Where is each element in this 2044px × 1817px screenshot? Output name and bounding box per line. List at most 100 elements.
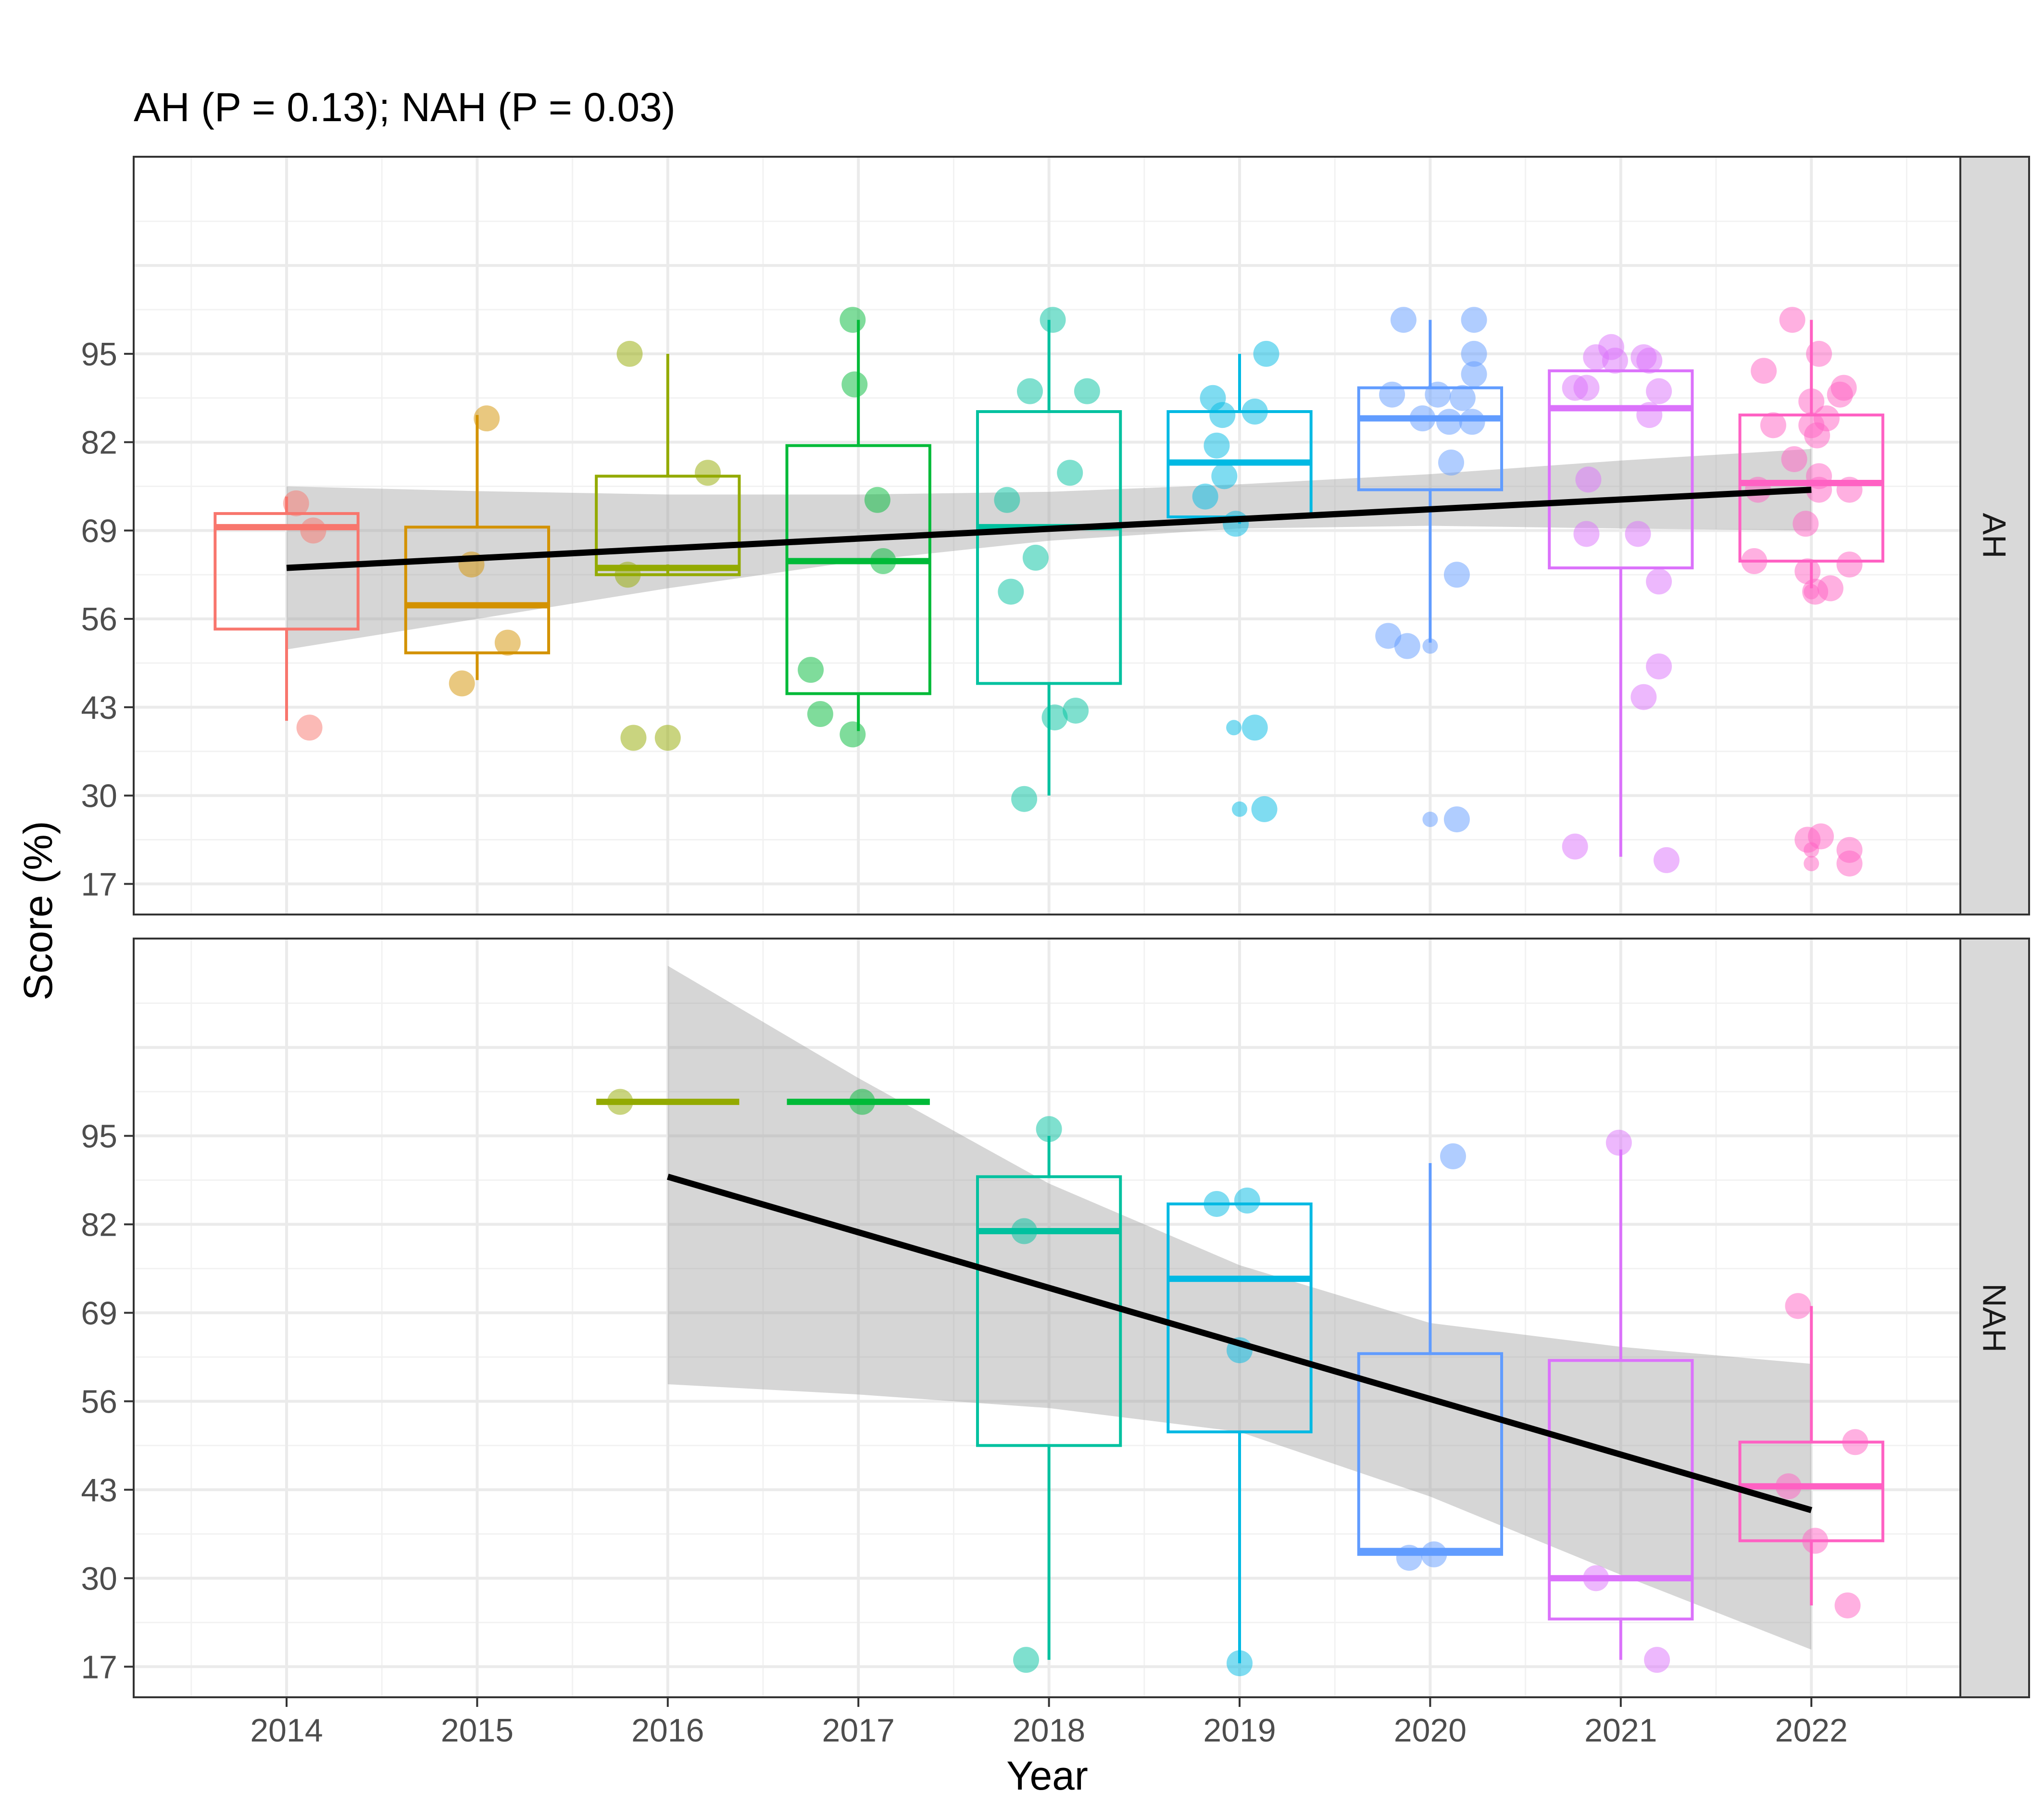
y-tick-label: 82 (81, 1206, 117, 1243)
box-iqr (785, 444, 931, 695)
data-point-ah-2016 (614, 562, 641, 588)
data-point-ah-2018 (1040, 307, 1066, 333)
y-tick-label: 82 (81, 425, 117, 461)
data-point-ah-2018 (1057, 460, 1083, 486)
facet-strip-label-nah: NAH (1976, 1283, 2013, 1353)
data-point-ah-2022 (1836, 551, 1863, 578)
data-point-nah-2022 (1775, 1473, 1802, 1500)
data-point-ah-2020 (1443, 806, 1470, 833)
y-tick-label: 69 (81, 1295, 117, 1331)
data-point-ah-2018 (1041, 704, 1068, 731)
data-point-ah-2019 (1209, 402, 1236, 428)
data-point-ah-2018 (1063, 697, 1089, 724)
data-point-ah-2020 (1436, 409, 1463, 435)
data-point-nah-2017 (849, 1089, 876, 1115)
data-point-ah-2017 (870, 548, 896, 575)
data-point-nah-2018 (1013, 1647, 1040, 1673)
boxplot-ah-2017 (785, 320, 931, 731)
y-tick-label: 43 (81, 689, 117, 726)
data-point-ah-2018 (1011, 786, 1038, 812)
data-point-ah-2022 (1804, 855, 1819, 871)
panel-background-nah (134, 939, 1960, 1697)
data-point-ah-2021 (1573, 521, 1600, 547)
data-point-ah-2022 (1751, 358, 1777, 384)
data-point-ah-2022 (1798, 388, 1825, 414)
data-point-ah-2022 (1804, 422, 1831, 449)
data-point-ah-2020 (1461, 361, 1487, 388)
y-tick-label: 17 (81, 866, 117, 902)
y-tick-label: 69 (81, 513, 117, 549)
panel-ah: 17 30 43 56 69 82 95 AH (81, 156, 2030, 915)
boxplot-ah-2014 (213, 496, 360, 721)
data-point-ah-2017 (798, 657, 824, 683)
data-point-ah-2018 (994, 487, 1020, 513)
data-point-ah-2020 (1390, 307, 1417, 333)
data-point-ah-2020 (1379, 381, 1405, 408)
data-point-nah-2018 (1011, 1218, 1038, 1244)
data-point-ah-2016 (620, 725, 647, 751)
facet-strip-label-ah: AH (1976, 513, 2013, 558)
data-point-ah-2020 (1438, 450, 1465, 476)
data-point-ah-2019 (1204, 432, 1230, 459)
data-point-ah-2022 (1741, 548, 1768, 575)
data-point-nah-2020 (1396, 1544, 1422, 1571)
data-point-nah-2020 (1440, 1143, 1466, 1169)
facet-strip-ah (1959, 156, 2030, 915)
boxplot-nah-2021 (1548, 1149, 1694, 1660)
data-point-ah-2020 (1422, 638, 1438, 654)
data-point-ah-2016 (695, 460, 721, 486)
data-point-ah-2022 (1760, 412, 1786, 439)
data-point-ah-2014 (300, 517, 326, 544)
x-tick-label: 2017 (822, 1712, 895, 1749)
data-point-nah-2021 (1583, 1565, 1609, 1591)
data-point-ah-2021 (1575, 466, 1602, 493)
data-point-ah-2021 (1625, 521, 1651, 547)
data-point-ah-2014 (283, 490, 309, 516)
data-point-ah-2022 (1779, 307, 1806, 333)
data-point-ah-2019 (1253, 340, 1279, 367)
data-point-nah-2019 (1204, 1190, 1230, 1217)
data-point-nah-2018 (1036, 1116, 1062, 1142)
data-point-nah-2019 (1234, 1187, 1260, 1214)
x-tick-label: 2014 (250, 1712, 323, 1749)
data-point-ah-2021 (1636, 348, 1663, 374)
data-point-ah-2020 (1461, 307, 1487, 333)
data-point-ah-2016 (616, 340, 643, 367)
confidence-band-nah (667, 965, 1812, 1650)
x-axis: 2014 2015 2016 2017 2018 2019 2020 2021 2022 (250, 1697, 1848, 1749)
data-point-ah-2019 (1211, 463, 1238, 489)
facet-strip-nah (1959, 938, 2030, 1698)
x-tick-label: 2022 (1775, 1712, 1848, 1749)
data-point-ah-2019 (1241, 399, 1268, 425)
data-point-ah-2020 (1375, 623, 1402, 649)
data-point-ah-2020 (1449, 385, 1476, 411)
data-point-ah-2020 (1394, 633, 1420, 659)
data-point-ah-2021 (1562, 833, 1588, 860)
data-point-ah-2021 (1573, 375, 1600, 401)
data-point-ah-2022 (1794, 558, 1821, 585)
box-iqr (213, 512, 360, 631)
data-point-ah-2022 (1817, 575, 1843, 601)
data-point-ah-2017 (840, 721, 866, 748)
y-tick-label: 95 (81, 336, 117, 373)
box-iqr (595, 475, 741, 576)
y-tick-label: 56 (81, 601, 117, 638)
x-tick-label: 2016 (631, 1712, 704, 1749)
data-point-ah-2022 (1836, 476, 1863, 503)
data-point-ah-2018 (998, 578, 1024, 605)
data-point-ah-2017 (864, 487, 890, 513)
data-point-nah-2016 (607, 1089, 633, 1115)
data-point-ah-2022 (1793, 511, 1819, 537)
panel-background-ah (134, 157, 1960, 915)
y-tick-label: 56 (81, 1383, 117, 1420)
data-point-nah-2021 (1605, 1129, 1632, 1156)
data-point-ah-2021 (1602, 348, 1628, 374)
data-point-ah-2022 (1827, 381, 1853, 408)
trend-line-nah (666, 1174, 1813, 1514)
data-point-ah-2018 (1022, 544, 1049, 571)
x-tick-label: 2019 (1203, 1712, 1276, 1749)
data-point-ah-2021 (1646, 568, 1672, 595)
data-point-ah-2017 (841, 371, 868, 398)
y-tick-label: 43 (81, 1472, 117, 1508)
data-point-ah-2021 (1646, 378, 1672, 404)
